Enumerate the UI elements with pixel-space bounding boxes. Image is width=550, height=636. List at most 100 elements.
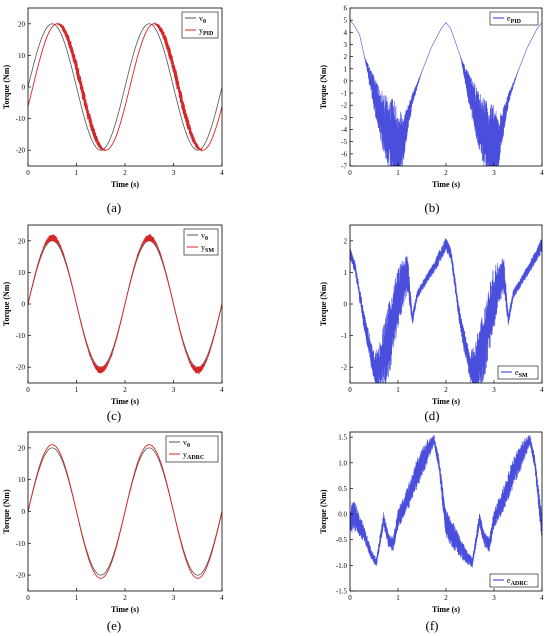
x-tick-label: 3 <box>492 386 496 394</box>
x-tick-label: 0 <box>26 594 30 602</box>
y-tick-label: 1.5 <box>338 434 347 442</box>
y-tick-label: 0 <box>22 84 26 92</box>
x-tick-label: 4 <box>220 594 224 602</box>
panel-caption: (c) <box>107 408 121 423</box>
y-tick-label: 20 <box>18 20 26 28</box>
x-tick-label: 4 <box>540 169 544 177</box>
y-tick-label: -7 <box>341 163 347 171</box>
series-group <box>350 19 542 166</box>
x-tick-label: 0 <box>348 386 352 394</box>
x-axis-label: Time (s) <box>111 397 139 406</box>
y-axis-label: Torque (Nm) <box>2 65 11 110</box>
y-tick-label: 0 <box>344 77 348 85</box>
x-tick-label: 0 <box>26 169 30 177</box>
legend-name: y <box>201 243 205 252</box>
y-tick-label: 1 <box>344 65 348 73</box>
series-group <box>28 21 222 153</box>
legend-entry: v0 <box>201 231 208 242</box>
series-group <box>350 435 542 568</box>
x-tick-label: 1 <box>396 594 400 602</box>
legend-name-subscript: 0 <box>205 236 208 242</box>
y-tick-label: -1 <box>341 90 347 98</box>
legend-name: v <box>201 231 205 240</box>
y-tick-label: -4 <box>341 126 347 134</box>
legend-entry: eADRC <box>507 576 528 587</box>
panel-caption: (f) <box>426 618 439 633</box>
series-group <box>350 238 542 383</box>
y-tick-label: 1.0 <box>338 459 347 467</box>
y-tick-label: 0 <box>344 301 348 309</box>
x-tick-label: 1 <box>396 386 400 394</box>
x-tick-label: 2 <box>123 386 127 394</box>
y-tick-label: -10 <box>16 540 26 548</box>
legend-box <box>165 435 219 463</box>
y-tick-label: -20 <box>16 147 26 155</box>
y-axis-label: Torque (Nm) <box>319 65 328 110</box>
y-tick-label: -1.0 <box>336 562 348 570</box>
legend-name-subscript: SM <box>205 248 214 254</box>
x-axis-label: Time (s) <box>111 605 139 614</box>
panel-caption: (d) <box>424 408 439 423</box>
x-tick-label: 2 <box>123 594 127 602</box>
legend-entry: eSM <box>515 368 528 379</box>
x-tick-label: 4 <box>220 169 224 177</box>
y-tick-label: -0.5 <box>336 536 348 544</box>
legend-name-subscript: ADRC <box>187 455 204 461</box>
x-tick-label: 1 <box>75 594 79 602</box>
legend-box <box>183 228 219 256</box>
legend-entry: yADRC <box>183 450 204 461</box>
panel-caption: (e) <box>107 618 121 633</box>
legend: eSM <box>497 365 539 380</box>
x-tick-label: 0 <box>348 169 352 177</box>
panel-b: 0 1 2 3 4 -7 -6 -5 -4 -3 -2 -1 0 1 2 3 4 5 6 Time (s) Torque… <box>319 5 544 216</box>
x-tick-label: 4 <box>540 594 544 602</box>
x-axis-label: Time (s) <box>111 180 139 189</box>
x-tick-label: 3 <box>172 594 176 602</box>
x-axis-label: Time (s) <box>432 180 460 189</box>
y-tick-label: 0 <box>22 301 26 309</box>
legend-entry: ePID <box>507 14 522 25</box>
x-tick-label: 2 <box>444 169 448 177</box>
y-tick-label: -2 <box>341 364 347 372</box>
x-axis-label: Time (s) <box>432 397 460 406</box>
x-tick-label: 3 <box>492 169 496 177</box>
y-tick-label: 20 <box>18 237 26 245</box>
x-tick-label: 3 <box>172 169 176 177</box>
y-tick-label: -3 <box>341 114 347 122</box>
legend-name: e <box>515 368 519 377</box>
legend-name: y <box>199 26 203 35</box>
x-tick-label: 0 <box>26 386 30 394</box>
series-line-v0 <box>28 23 222 151</box>
series-line-ePID <box>350 19 542 166</box>
legend-entry: yPID <box>199 26 214 37</box>
x-tick-label: 2 <box>444 594 448 602</box>
x-tick-label: 3 <box>492 594 496 602</box>
x-tick-label: 2 <box>123 169 127 177</box>
series-line-yADRC <box>28 444 222 579</box>
series-line-eADRC <box>350 435 542 568</box>
legend-name-subscript: PID <box>203 31 214 37</box>
y-tick-label: 6 <box>344 5 348 13</box>
y-axis-label: Torque (Nm) <box>2 282 11 327</box>
legend-name: e <box>507 14 511 23</box>
legend-name-subscript: 0 <box>203 19 206 25</box>
legend: ePID <box>489 11 539 26</box>
x-tick-label: 2 <box>444 386 448 394</box>
legend-box <box>181 11 219 39</box>
panel-caption: (a) <box>107 200 121 215</box>
legend-name: v <box>183 438 187 447</box>
legend-entry: v0 <box>183 438 190 449</box>
y-tick-label: -10 <box>16 332 26 340</box>
x-tick-label: 4 <box>540 386 544 394</box>
legend-name: v <box>199 14 203 23</box>
legend-box <box>489 11 539 26</box>
x-tick-label: 1 <box>396 169 400 177</box>
y-tick-label: 1 <box>344 269 348 277</box>
y-tick-label: -20 <box>16 572 26 580</box>
